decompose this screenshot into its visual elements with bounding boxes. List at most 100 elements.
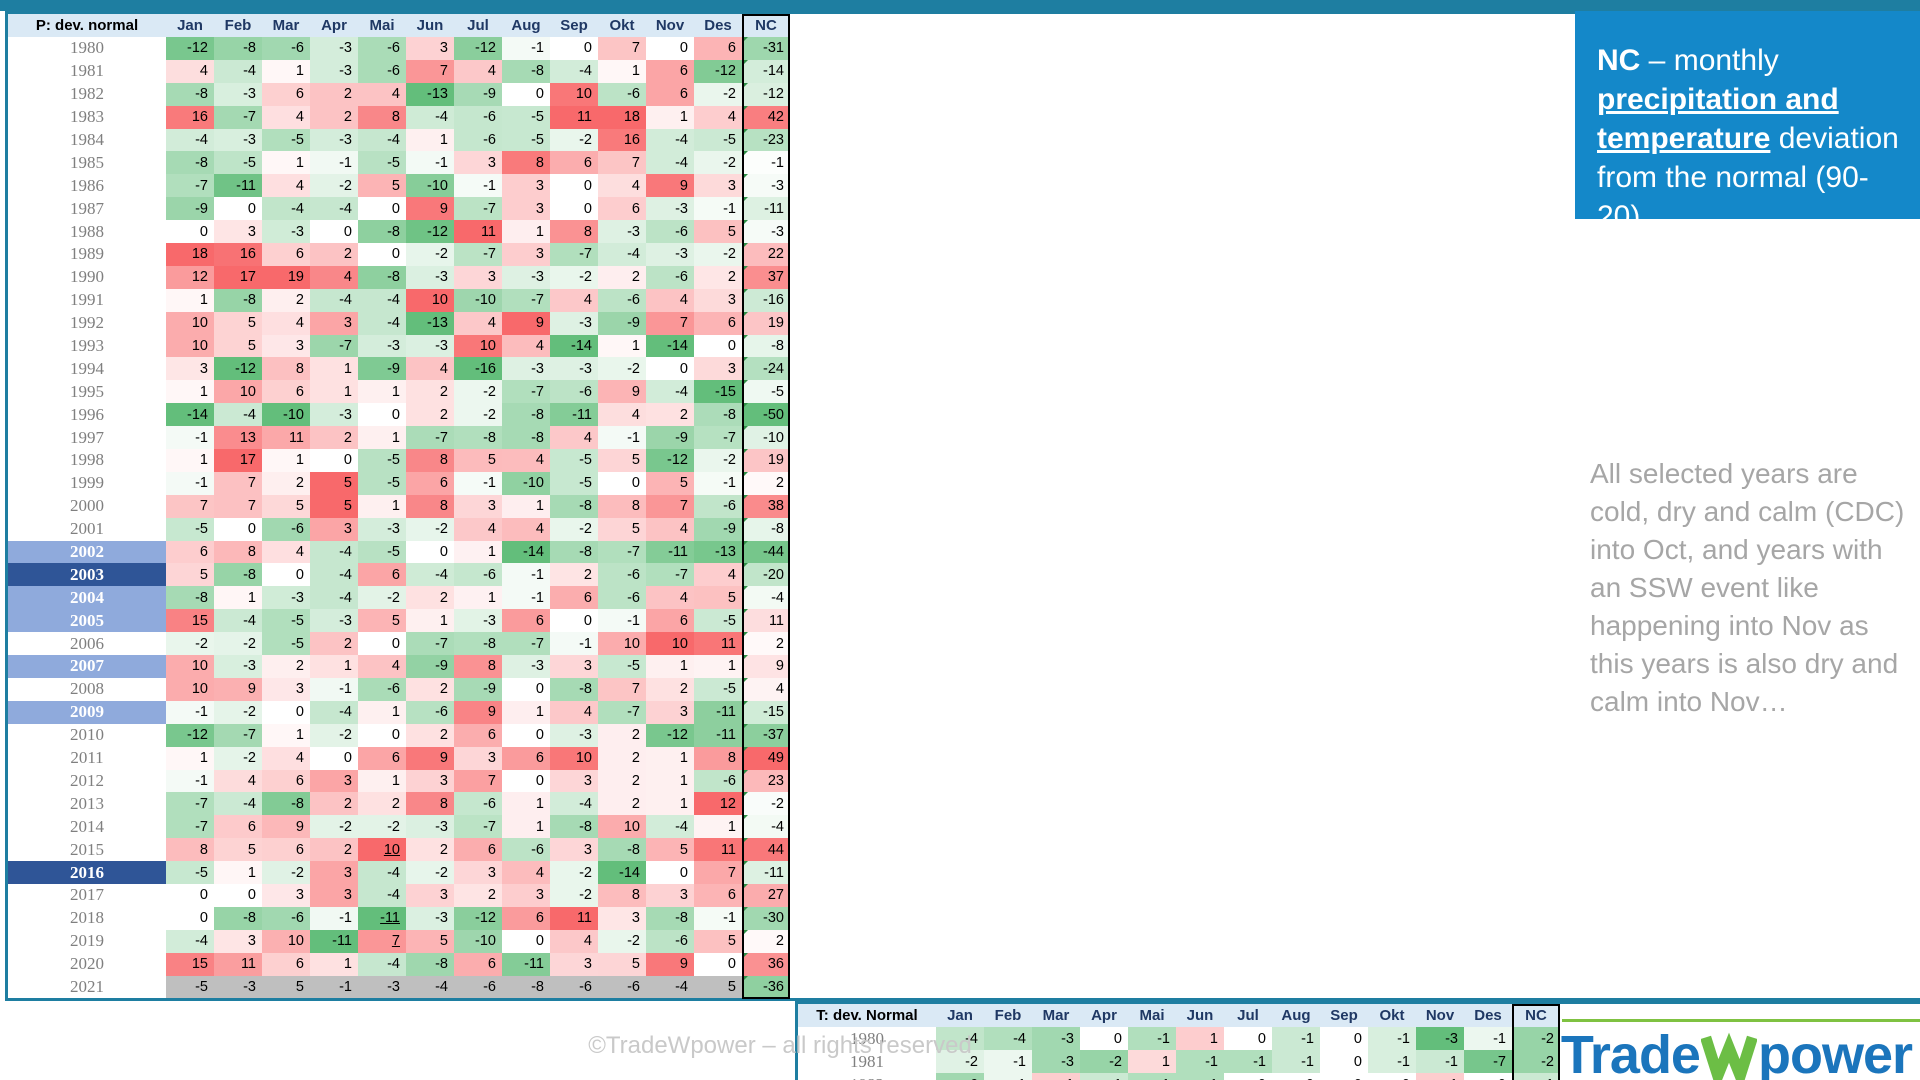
precip-cell-1990-feb: 17 <box>214 265 262 289</box>
precip-cell-1997-okt: -1 <box>598 426 646 450</box>
precip-cell-1989-des: -2 <box>694 243 742 266</box>
precip-cell-1998-okt: 5 <box>598 449 646 472</box>
precip-cell-1999-jul: -1 <box>454 471 502 495</box>
year-label-2002: 2002 <box>8 540 166 564</box>
precip-cell-2016-mar: -2 <box>262 861 310 884</box>
year-label-1990: 1990 <box>8 265 166 289</box>
month-header-jun: Jun <box>406 14 454 37</box>
precip-cell-2000-aug: 1 <box>502 494 550 518</box>
precip-cell-2011-okt: 2 <box>598 746 646 770</box>
year-label-2017: 2017 <box>8 883 166 907</box>
precip-cell-2017-okt: 8 <box>598 883 646 907</box>
precip-cell-2018-jun: -3 <box>406 906 454 930</box>
precip-cell-1994-jan: 3 <box>166 357 214 381</box>
precip-cell-2012-aug: 0 <box>502 769 550 793</box>
precip-cell-2019-apr: -11 <box>310 929 358 953</box>
precip-cell-1999-des: -1 <box>694 471 742 495</box>
precip-cell-1997-feb: 13 <box>214 426 262 450</box>
precip-cell-2011-mai: 6 <box>358 746 406 770</box>
precip-cell-1984-nc: -23 <box>742 128 790 152</box>
precip-cell-2000-des: -6 <box>694 494 742 518</box>
precip-cell-1984-aug: -5 <box>502 128 550 152</box>
precip-cell-1983-feb: -7 <box>214 105 262 129</box>
year-label-2021: 2021 <box>8 975 166 999</box>
precip-cell-1985-des: -2 <box>694 151 742 175</box>
precip-cell-2016-jul: 3 <box>454 861 502 884</box>
precip-cell-1988-mai: -8 <box>358 220 406 244</box>
precip-cell-2014-mai: -2 <box>358 815 406 839</box>
precip-cell-1994-okt: -2 <box>598 357 646 381</box>
precip-cell-1991-apr: -4 <box>310 288 358 312</box>
precip-cell-1992-jul: 4 <box>454 311 502 335</box>
temp-cell-1980-jul: 0 <box>1224 1027 1272 1051</box>
month-header-jul: Jul <box>1224 1004 1272 1028</box>
precip-cell-2009-jul: 9 <box>454 700 502 724</box>
precip-cell-2002-jan: 6 <box>166 540 214 564</box>
year-label-1996: 1996 <box>8 403 166 427</box>
precip-cell-1996-nov: 2 <box>646 403 694 427</box>
precip-cell-1984-okt: 16 <box>598 128 646 152</box>
precip-cell-2006-jul: -8 <box>454 632 502 656</box>
precip-cell-2008-nc: 4 <box>742 677 790 701</box>
month-header-des: Des <box>694 14 742 37</box>
year-label-1982: 1982 <box>8 82 166 106</box>
precip-cell-2007-feb: -3 <box>214 655 262 678</box>
temp-cell-1982-jul: 0 <box>1224 1073 1272 1080</box>
precip-cell-2015-nc: 44 <box>742 838 790 862</box>
precip-cell-2015-jul: 6 <box>454 838 502 862</box>
precip-cell-1980-apr: -3 <box>310 37 358 60</box>
precip-cell-2014-des: 1 <box>694 815 742 839</box>
precip-cell-1998-des: -2 <box>694 449 742 472</box>
precip-cell-2013-nc: -2 <box>742 792 790 816</box>
precip-cell-1986-nc: -3 <box>742 174 790 198</box>
precip-cell-1982-mar: 6 <box>262 82 310 106</box>
precip-cell-2011-nc: 49 <box>742 746 790 770</box>
precip-cell-2002-mar: 4 <box>262 540 310 564</box>
precip-cell-1985-sep: 6 <box>550 151 598 175</box>
temp-cell-1980-jun: 1 <box>1176 1027 1224 1051</box>
precip-cell-1980-aug: -1 <box>502 37 550 60</box>
precip-cell-2015-mai: 10 <box>358 838 406 862</box>
precip-cell-2018-okt: 3 <box>598 906 646 930</box>
precip-cell-2013-des: 12 <box>694 792 742 816</box>
top-accent-bar <box>0 0 1920 11</box>
precip-cell-2010-okt: 2 <box>598 723 646 747</box>
precip-cell-1995-jul: -2 <box>454 380 502 404</box>
precip-cell-2008-jul: -9 <box>454 677 502 701</box>
precip-cell-2020-feb: 11 <box>214 952 262 976</box>
precip-cell-2006-mar: -5 <box>262 632 310 656</box>
precip-cell-2001-nov: 4 <box>646 517 694 541</box>
temp-cell-1982-des: 0 <box>1464 1073 1512 1080</box>
precip-cell-2003-sep: 2 <box>550 563 598 587</box>
precip-cell-2012-sep: 3 <box>550 769 598 793</box>
precip-cell-2000-mai: 1 <box>358 494 406 518</box>
year-label-2008: 2008 <box>8 677 166 701</box>
precip-cell-2015-sep: 3 <box>550 838 598 862</box>
precip-cell-2013-mai: 2 <box>358 792 406 816</box>
precip-cell-2001-nc: -8 <box>742 517 790 541</box>
precip-cell-2008-jun: 2 <box>406 677 454 701</box>
precip-cell-1983-mar: 4 <box>262 105 310 129</box>
month-header-aug: Aug <box>502 14 550 37</box>
precip-cell-2019-des: 5 <box>694 929 742 953</box>
precip-cell-2008-mai: -6 <box>358 677 406 701</box>
precip-cell-1997-aug: -8 <box>502 426 550 450</box>
month-header-jun: Jun <box>1176 1004 1224 1028</box>
temp-cell-1980-jan: -4 <box>936 1027 984 1051</box>
precip-cell-1986-okt: 4 <box>598 174 646 198</box>
precip-cell-1991-jun: 10 <box>406 288 454 312</box>
precip-cell-1996-mar: -10 <box>262 403 310 427</box>
precip-cell-1992-nov: 7 <box>646 311 694 335</box>
year-label-2014: 2014 <box>8 815 166 839</box>
precip-cell-1986-nov: 9 <box>646 174 694 198</box>
precip-cell-1991-sep: 4 <box>550 288 598 312</box>
precip-cell-1995-mai: 1 <box>358 380 406 404</box>
precip-cell-2013-apr: 2 <box>310 792 358 816</box>
precip-cell-1994-sep: -3 <box>550 357 598 381</box>
precip-cell-2009-mar: 0 <box>262 700 310 724</box>
precip-cell-1992-nc: 19 <box>742 311 790 335</box>
temp-cell-1980-feb: -4 <box>984 1027 1032 1051</box>
precip-cell-1987-mar: -4 <box>262 197 310 221</box>
precip-cell-2006-feb: -2 <box>214 632 262 656</box>
precip-cell-2010-mar: 1 <box>262 723 310 747</box>
